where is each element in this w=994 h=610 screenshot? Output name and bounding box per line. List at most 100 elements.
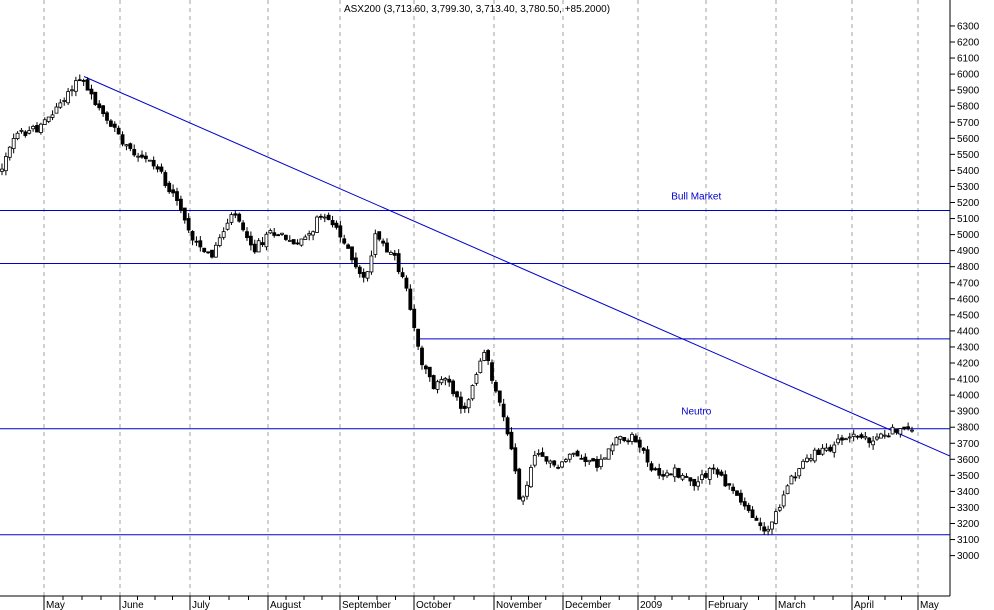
candle-body	[77, 79, 82, 82]
candle-body	[38, 123, 43, 133]
candle-body	[435, 381, 440, 390]
y-tick-label: 5500	[957, 150, 980, 161]
candle-body	[595, 458, 599, 468]
candle-body	[248, 235, 253, 246]
candle-body	[50, 114, 55, 118]
candle-body	[427, 366, 432, 378]
x-tick-label: May	[46, 600, 65, 610]
y-tick-label: 5700	[957, 118, 980, 129]
candle-body	[878, 433, 883, 439]
candle-body	[167, 182, 172, 193]
candle-body	[241, 222, 246, 231]
candle-body	[571, 452, 576, 455]
candle-body	[412, 308, 417, 328]
candle-body	[264, 233, 269, 248]
candle-body	[46, 116, 51, 122]
candle-body	[863, 436, 868, 439]
y-tick-label: 4900	[957, 246, 980, 257]
y-tick-label: 5300	[957, 182, 980, 193]
x-tick-label: April	[854, 600, 874, 610]
candle-body	[408, 288, 413, 310]
candle-body	[762, 526, 767, 532]
candle-body	[186, 218, 191, 231]
candle-body	[101, 105, 106, 115]
x-tick-label: February	[708, 600, 748, 610]
candle-body	[439, 379, 444, 384]
candle-body	[493, 382, 498, 392]
candle-body	[723, 474, 728, 487]
candle-body	[182, 207, 187, 221]
candle-body	[245, 231, 249, 238]
candle-body	[346, 244, 351, 249]
candle-body	[143, 155, 148, 160]
candle-body	[758, 522, 763, 527]
candle-body	[641, 447, 646, 451]
candle-body	[400, 272, 405, 277]
candle-body	[875, 436, 879, 440]
candle-body	[315, 216, 319, 233]
candle-body	[330, 220, 335, 226]
downtrend-line-group	[83, 76, 951, 457]
candle-body	[229, 214, 234, 223]
candle-body	[11, 138, 16, 149]
candle-body	[62, 100, 67, 102]
y-tick-label: 4500	[957, 310, 980, 321]
candle-body	[365, 271, 370, 279]
candle-body	[23, 131, 28, 136]
candle-body	[614, 437, 619, 446]
candle-body	[447, 378, 452, 383]
candle-body	[311, 231, 316, 236]
candle-body	[350, 246, 354, 261]
candle-body	[801, 460, 806, 469]
candle-body	[7, 146, 12, 158]
y-tick-label: 5400	[957, 166, 980, 177]
candle-body	[645, 449, 650, 463]
candle-body	[886, 435, 891, 438]
y-tick-label: 6100	[957, 54, 980, 65]
candle-body	[579, 457, 584, 460]
candle-body	[727, 483, 732, 486]
y-tick-label: 3500	[957, 471, 980, 482]
candle-body	[97, 103, 102, 109]
candle-body	[812, 449, 817, 462]
candle-body	[89, 88, 94, 95]
candle-body	[696, 481, 701, 487]
candle-body	[392, 252, 397, 256]
candle-body	[27, 130, 32, 134]
candle-body	[385, 242, 389, 253]
candle-body	[357, 266, 362, 274]
candle-body	[490, 362, 494, 381]
candle-body	[420, 347, 424, 366]
y-tick-label: 6000	[957, 70, 980, 81]
candle-body	[828, 446, 833, 452]
candle-body	[35, 125, 39, 133]
candle-body	[159, 166, 164, 172]
candle-body	[665, 472, 669, 477]
x-tick-label: October	[416, 600, 452, 610]
candle-body	[388, 252, 393, 255]
candle-body	[373, 233, 378, 255]
candle-body	[770, 521, 774, 530]
candle-body	[657, 468, 662, 476]
candle-body	[536, 452, 541, 455]
candle-body	[766, 528, 771, 532]
candle-body	[175, 191, 179, 201]
candle-body	[458, 396, 463, 409]
candle-body	[688, 477, 693, 482]
x-axis-ticks: May June July August September October Novembe…	[43, 596, 939, 610]
candle-body	[151, 159, 156, 167]
candle-body	[583, 456, 588, 462]
x-tick-label: March	[778, 600, 806, 610]
candle-body	[820, 447, 825, 455]
candle-body	[668, 473, 673, 476]
candle-body	[19, 129, 24, 132]
y-tick-label: 3600	[957, 455, 980, 466]
y-tick-label: 5900	[957, 86, 980, 97]
candle-body	[478, 360, 483, 373]
downtrend-line	[83, 76, 951, 457]
chart-title: ASX200 (3,713.60, 3,799.30, 3,713.40, 3,…	[344, 4, 610, 15]
candle-body	[486, 350, 491, 362]
candle-body	[521, 496, 526, 502]
candle-body	[637, 439, 642, 448]
candle-body	[369, 255, 374, 273]
